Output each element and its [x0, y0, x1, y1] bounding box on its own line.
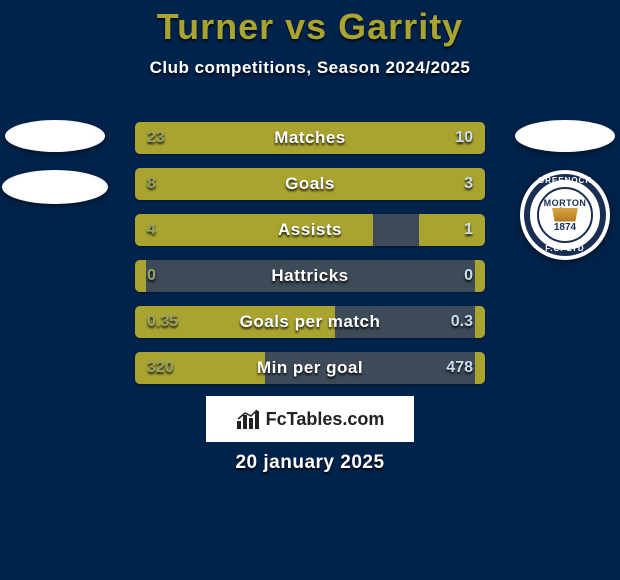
bar-value-right: 10: [455, 129, 473, 147]
watermark-prefix: Fc: [266, 409, 287, 429]
bar-value-left: 4: [147, 221, 156, 239]
bar-label: Min per goal: [257, 358, 363, 378]
bar-value-right: 3: [464, 175, 473, 193]
badge-bottom-text: F.C. LTD: [545, 244, 584, 253]
comparison-card: Turner vs Garrity Club competitions, Sea…: [0, 0, 620, 580]
subtitle: Club competitions, Season 2024/2025: [0, 58, 620, 78]
right-avatars: GREENOCK MORTON 1874 F.C. LTD: [510, 120, 620, 260]
bar-label: Hattricks: [271, 266, 348, 286]
club-badge-placeholder: [2, 170, 108, 204]
bar-value-right: 1: [464, 221, 473, 239]
stat-row: Goals per match 0.35 0.3: [135, 306, 485, 338]
date-text: 20 january 2025: [235, 452, 384, 474]
bar-value-left: 320: [147, 359, 174, 377]
bar-label: Goals: [285, 174, 335, 194]
stat-row: Matches 23 10: [135, 122, 485, 154]
badge-year: 1874: [554, 222, 576, 233]
bars-icon: [236, 409, 260, 429]
player-photo-placeholder: [5, 120, 105, 152]
bar-label: Assists: [278, 220, 342, 240]
watermark: FcTables.com: [206, 396, 414, 442]
bar-right-fill: [475, 260, 486, 292]
bar-value-right: 478: [446, 359, 473, 377]
stat-row: Hattricks 0 0: [135, 260, 485, 292]
bar-value-left: 8: [147, 175, 156, 193]
bar-right-fill: [419, 214, 486, 246]
watermark-suffix: Tables.com: [287, 409, 385, 429]
ship-icon: [552, 208, 578, 222]
badge-inner: MORTON 1874: [537, 187, 593, 243]
bar-left-fill: [135, 168, 373, 200]
bar-right-fill: [475, 306, 486, 338]
bar-label: Goals per match: [240, 312, 381, 332]
stat-row: Assists 4 1: [135, 214, 485, 246]
left-avatars: [0, 120, 110, 204]
bar-value-left: 0.35: [147, 313, 178, 331]
bar-right-fill: [475, 352, 486, 384]
bar-value-left: 0: [147, 267, 156, 285]
badge-center-text: MORTON: [544, 198, 587, 208]
bar-value-right: 0.3: [451, 313, 473, 331]
bar-value-left: 23: [147, 129, 165, 147]
bar-left-fill: [135, 260, 146, 292]
bar-value-right: 0: [464, 267, 473, 285]
stat-row: Goals 8 3: [135, 168, 485, 200]
badge-top-text: GREENOCK: [538, 176, 592, 185]
bar-label: Matches: [274, 128, 346, 148]
watermark-text: FcTables.com: [266, 409, 385, 430]
player-photo-placeholder: [515, 120, 615, 152]
club-badge-morton: GREENOCK MORTON 1874 F.C. LTD: [520, 170, 610, 260]
page-title: Turner vs Garrity: [0, 0, 620, 48]
stat-row: Min per goal 320 478: [135, 352, 485, 384]
stat-bars: Matches 23 10 Goals 8 3 Assists 4 1 Hattricks 0 0 Go…: [135, 122, 485, 384]
